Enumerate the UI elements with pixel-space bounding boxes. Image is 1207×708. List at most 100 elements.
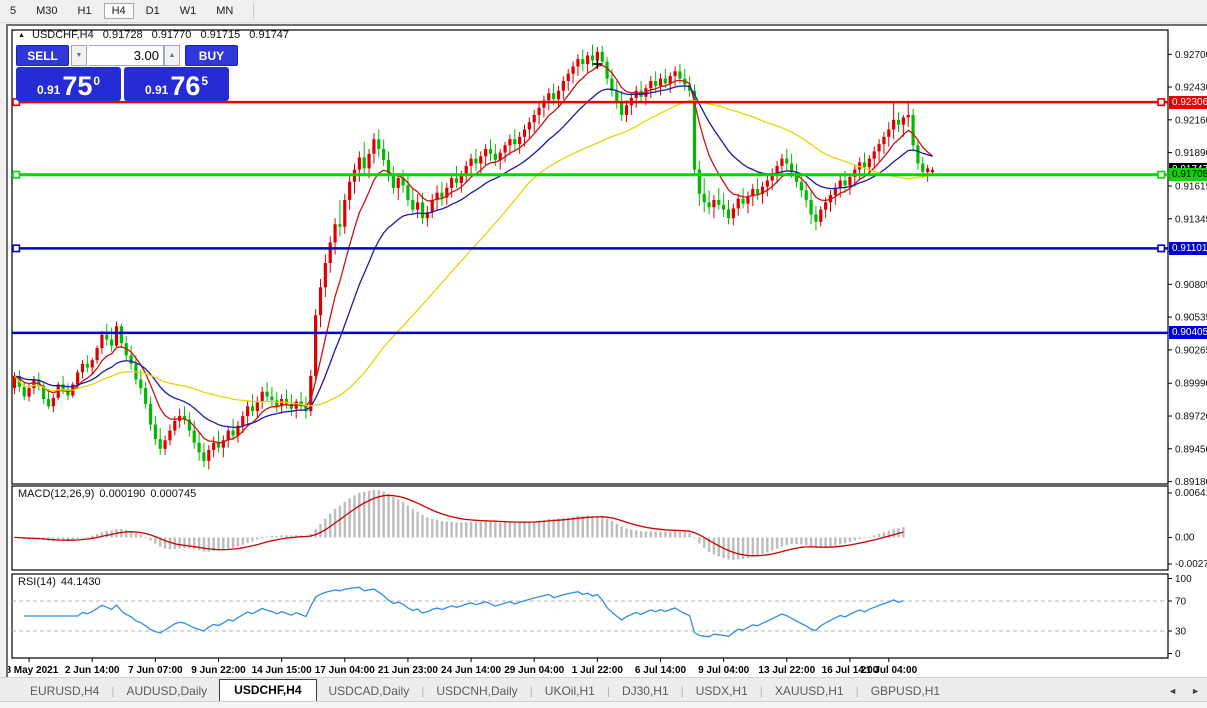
timeframe-5-button[interactable]: 5 [2, 3, 24, 19]
macd-axis-label[interactable]: 0.006413 [1175, 488, 1207, 499]
time-axis-label[interactable]: 21 Jun 23:00 [378, 665, 438, 676]
volume-decrease-button[interactable]: ▼ [71, 45, 87, 66]
candle [712, 199, 716, 208]
rsi-axis-label[interactable]: 0 [1175, 649, 1181, 660]
timeframe-mn-button[interactable]: MN [208, 3, 241, 19]
tab-usdcad-daily[interactable]: USDCAD,Daily [328, 684, 410, 698]
timeframe-h4-button[interactable]: H4 [103, 3, 134, 19]
candle [552, 93, 556, 100]
candle [930, 169, 935, 173]
candle [692, 90, 697, 170]
time-axis-label[interactable]: 29 Jun 04:00 [504, 665, 564, 676]
line-handle[interactable] [1157, 98, 1166, 107]
price-tick-label[interactable]: 0.90265 [1175, 345, 1207, 356]
candle [906, 114, 910, 118]
candle [425, 212, 429, 219]
candle [119, 326, 123, 344]
line-handle[interactable] [12, 170, 21, 179]
tabs-scroll-left-icon[interactable]: ◄ [1168, 686, 1178, 696]
line-handle[interactable] [1157, 244, 1166, 253]
time-axis-label[interactable]: 9 Jul 04:00 [698, 665, 750, 676]
price-tick-label[interactable]: 0.90535 [1175, 313, 1207, 324]
volume-increase-button[interactable]: ▲ [164, 45, 180, 66]
macd-histogram [13, 489, 905, 560]
rsi-axis-label[interactable]: 30 [1175, 627, 1187, 638]
candle [663, 78, 667, 84]
sell-button[interactable]: SELL [16, 45, 70, 66]
tab-usdcnh-daily[interactable]: USDCNH,Daily [436, 684, 518, 698]
candle [887, 129, 891, 137]
time-axis-label[interactable]: 2 Jun 14:00 [65, 665, 120, 676]
line-handle[interactable] [12, 244, 21, 253]
tab-ukoil-h1[interactable]: UKOil,H1 [544, 684, 595, 698]
tab-usdx-h1[interactable]: USDX,H1 [695, 684, 748, 698]
candle [284, 399, 289, 404]
price-level-badge: 0.92306 [1169, 95, 1207, 109]
tab-xauusd-h1[interactable]: XAUUSD,H1 [774, 684, 844, 698]
time-axis-label[interactable]: 16 Jul 14:00 [822, 665, 879, 676]
candle [751, 189, 755, 197]
collapse-icon[interactable]: ▲ [18, 32, 25, 39]
timeframe-d1-button[interactable]: D1 [138, 3, 168, 19]
candle [430, 199, 434, 213]
ask-price-display[interactable]: 0.91 76 5 [124, 67, 229, 101]
macd-axis-label[interactable]: -0.00272 [1175, 559, 1207, 570]
candle [129, 355, 133, 364]
candle [790, 163, 794, 173]
candle [474, 158, 478, 164]
price-tick-label[interactable]: 0.90805 [1175, 280, 1207, 291]
timeframe-h1-button[interactable]: H1 [70, 3, 100, 19]
candle [114, 326, 119, 346]
candle [377, 139, 381, 149]
tab-eurusd-h4[interactable]: EURUSD,H4 [30, 684, 100, 698]
time-axis-label[interactable]: 17 Jun 04:00 [315, 665, 375, 676]
time-axis-label[interactable]: 7 Jun 07:00 [128, 665, 183, 676]
tab-separator: | [606, 684, 610, 698]
time-axis-label[interactable]: 13 Jul 22:00 [758, 665, 815, 676]
candle [105, 334, 109, 340]
candle [590, 55, 595, 61]
time-axis-label[interactable]: 9 Jun 22:00 [191, 665, 246, 676]
triangle-down-icon: ▼ [75, 52, 83, 59]
bid-price-display[interactable]: 0.91 75 0 [16, 67, 121, 101]
time-axis-label[interactable]: 6 Jul 14:00 [635, 665, 687, 676]
buy-button[interactable]: BUY [184, 45, 238, 66]
time-axis-label[interactable]: 21 Jul 04:00 [860, 665, 917, 676]
price-level-badge: 0.91101 [1169, 241, 1207, 255]
time-axis-label[interactable]: 14 Jun 15:00 [252, 665, 312, 676]
candle [110, 339, 114, 346]
timeframe-m30-button[interactable]: M30 [28, 3, 65, 19]
candle [561, 80, 565, 91]
candle [454, 178, 459, 183]
price-tick-label[interactable]: 0.91615 [1175, 181, 1207, 192]
line-handle[interactable] [1157, 170, 1166, 179]
price-tick-label[interactable]: 0.91345 [1175, 214, 1207, 225]
candle [770, 173, 774, 181]
macd-axis-label[interactable]: 0.00 [1175, 532, 1195, 543]
candle [556, 90, 561, 100]
tab-gbpusd-h1[interactable]: GBPUSD,H1 [870, 684, 941, 698]
time-axis-label[interactable]: 24 Jun 14:00 [441, 665, 501, 676]
tab-usdchf-h4[interactable]: USDCHF,H4 [219, 679, 317, 702]
tabs-scroll-right-icon[interactable]: ► [1191, 686, 1200, 696]
time-axis-label[interactable]: 1 Jul 22:00 [572, 665, 624, 676]
timeframe-w1-button[interactable]: W1 [172, 3, 205, 19]
rsi-axis-label[interactable]: 70 [1175, 597, 1187, 608]
tab-separator: | [759, 684, 763, 698]
tab-audusd-daily[interactable]: AUDUSD,Daily [126, 684, 208, 698]
time-axis-label[interactable]: 28 May 2021 [8, 665, 59, 676]
rsi-axis-label[interactable]: 100 [1175, 574, 1192, 585]
candle [357, 157, 361, 170]
volume-input[interactable] [89, 45, 164, 66]
candle [411, 199, 415, 210]
tab-dj30-h1[interactable]: DJ30,H1 [621, 684, 669, 698]
